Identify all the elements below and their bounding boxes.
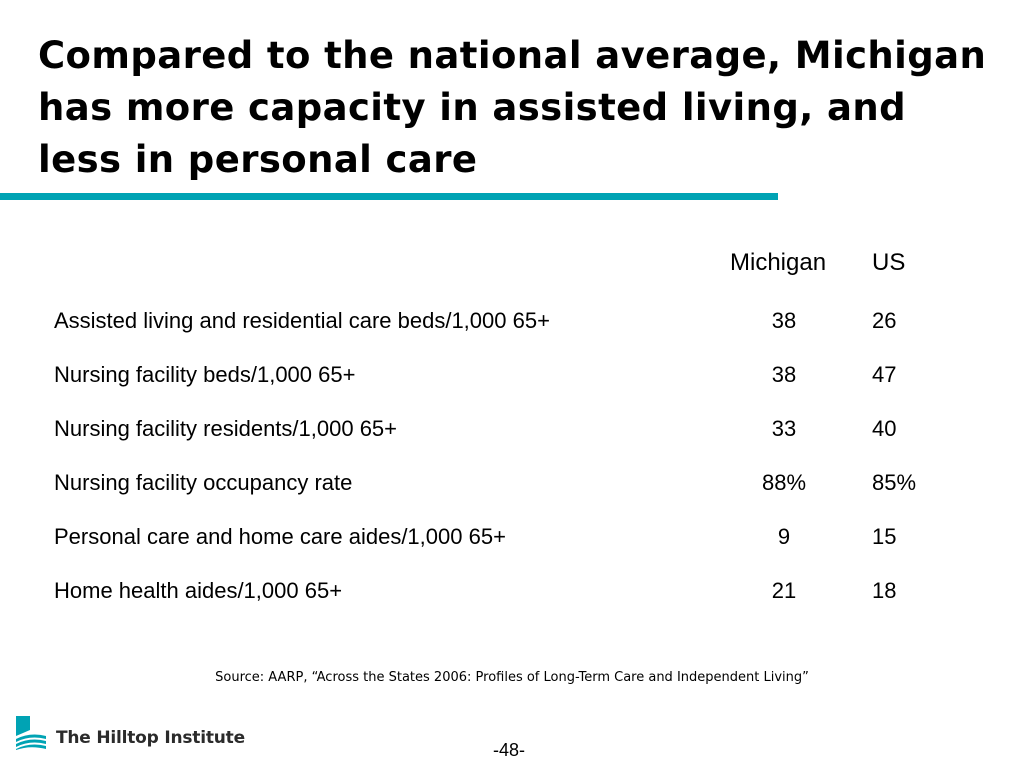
source-citation: Source: AARP, “Across the States 2006: P…: [215, 670, 809, 685]
column-header-us: US: [872, 249, 906, 276]
row-label: Nursing facility residents/1,000 65+: [54, 416, 398, 441]
comparison-table: Assisted living and residential care bed…: [0, 303, 1024, 627]
logo-text: The Hilltop Institute: [56, 728, 245, 748]
row-label: Personal care and home care aides/1,000 …: [54, 524, 506, 549]
column-header-michigan: Michigan: [730, 249, 827, 276]
slide-title: Compared to the national average, Michig…: [38, 34, 987, 181]
michigan-value: 9: [777, 524, 791, 549]
us-value: 15: [872, 524, 897, 549]
row-label: Nursing facility beds/1,000 65+: [54, 362, 356, 387]
table-row: Nursing facility occupancy rate 88% 85%: [0, 465, 1024, 519]
hilltop-logo-icon: [16, 716, 46, 750]
michigan-value: 38: [771, 308, 797, 333]
us-value: 40: [872, 416, 897, 441]
row-label: Home health aides/1,000 65+: [54, 578, 343, 603]
table-row: Home health aides/1,000 65+ 21 18: [0, 573, 1024, 627]
michigan-value: 88%: [761, 470, 807, 495]
table-row: Personal care and home care aides/1,000 …: [0, 519, 1024, 573]
michigan-value: 38: [771, 362, 797, 387]
table-row: Nursing facility beds/1,000 65+ 38 47: [0, 357, 1024, 411]
us-value: 18: [872, 578, 897, 603]
table-row: Assisted living and residential care bed…: [0, 303, 1024, 357]
michigan-value: 21: [771, 578, 797, 603]
michigan-value: 33: [771, 416, 797, 441]
us-value: 26: [872, 308, 897, 333]
row-label: Nursing facility occupancy rate: [54, 470, 353, 495]
hilltop-logo: The Hilltop Institute: [16, 716, 245, 750]
us-value: 47: [872, 362, 897, 387]
us-value: 85%: [872, 470, 917, 495]
table-row: Nursing facility residents/1,000 65+ 33 …: [0, 411, 1024, 465]
page-number: -48-: [492, 740, 525, 760]
row-label: Assisted living and residential care bed…: [54, 308, 550, 333]
title-underline: [0, 193, 778, 200]
